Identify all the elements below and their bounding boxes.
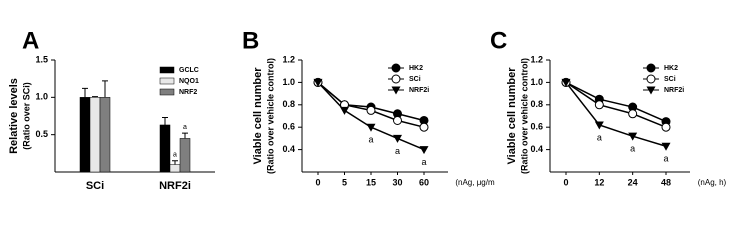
bar <box>159 124 171 173</box>
marker <box>628 132 638 141</box>
panel: B Viable cell number (Ratio over vehicle c… <box>242 27 495 187</box>
panel-letter: B <box>242 27 259 54</box>
bar <box>99 97 111 173</box>
legend-swatch <box>159 66 175 74</box>
series-line <box>565 81 667 123</box>
y-tick-label: 1.2 <box>530 54 543 64</box>
y-tick-label: 0.8 <box>530 99 543 109</box>
figure: A Relative levels (Ratio over SCi) 0.5 1.0 1.… <box>8 27 727 192</box>
x-tick-label: 5 <box>342 177 347 187</box>
x-tick-label: 24 <box>628 177 638 187</box>
error-bar <box>182 132 188 139</box>
panel-letter: C <box>490 27 507 54</box>
bar <box>169 164 181 173</box>
x-tick-label: 60 <box>419 177 429 187</box>
marker <box>393 115 402 125</box>
y-axis-label: (Ratio over vehicle control) <box>519 58 529 174</box>
bar <box>79 97 91 173</box>
legend-swatch <box>159 88 175 96</box>
x-tick-label: 30 <box>392 177 402 187</box>
y-tick-label: 0.6 <box>530 122 543 132</box>
marker <box>366 105 376 115</box>
point-label: a <box>630 144 635 154</box>
x-tick-label: 48 <box>661 177 671 187</box>
y-tick-label: 1.0 <box>35 92 48 102</box>
legend-marker <box>646 86 656 95</box>
y-axis-label: Viable cell number <box>252 67 264 165</box>
marker <box>628 109 638 119</box>
marker <box>594 100 604 110</box>
legend-label: SCi <box>664 76 676 83</box>
legend-label: HK2 <box>409 65 423 72</box>
legend-marker <box>391 74 401 84</box>
legend-label: NRF2i <box>409 87 429 94</box>
y-tick-label: 0.6 <box>282 122 295 132</box>
legend-label: NRF2 <box>179 89 197 96</box>
y-tick-label: 1.5 <box>35 54 48 64</box>
x-axis-label: (nAg, μg/m <box>455 178 495 187</box>
series-line <box>565 81 667 147</box>
y-axis-label: (Ratio over vehicle control) <box>265 58 275 174</box>
marker <box>419 122 429 132</box>
x-tick-label: 0 <box>563 177 568 187</box>
error-bar <box>92 96 98 98</box>
point-label: a <box>421 157 426 167</box>
y-tick-label: 1.2 <box>282 54 295 64</box>
y-axis-label: Viable cell number <box>506 67 518 165</box>
legend-label: SCi <box>409 76 421 83</box>
error-bar <box>102 80 108 98</box>
marker <box>393 134 402 143</box>
y-tick-label: 0.4 <box>530 144 543 154</box>
legend-marker <box>646 74 656 84</box>
x-tick-label: 0 <box>315 177 320 187</box>
x-axis-label: (nAg, h) <box>698 178 727 187</box>
panel-letter: A <box>22 27 39 54</box>
bar <box>89 97 101 173</box>
legend-label: NQO1 <box>179 78 199 85</box>
legend-label: GCLC <box>179 67 199 74</box>
marker <box>419 146 429 155</box>
legend-marker <box>391 63 401 73</box>
y-tick-label: 1.0 <box>530 77 543 87</box>
series-line <box>565 81 667 128</box>
point-label: a <box>368 135 373 145</box>
point-label: a <box>395 146 400 156</box>
marker <box>561 78 571 87</box>
marker <box>366 123 376 132</box>
y-axis-label: Relative levels <box>8 78 20 154</box>
panel: C Viable cell number (Ratio over vehicle c… <box>490 27 727 187</box>
error-bar <box>162 116 168 125</box>
error-bar <box>82 87 88 98</box>
bar <box>179 138 191 173</box>
y-axis-label: (Ratio over SCi) <box>21 82 31 150</box>
marker <box>594 121 604 130</box>
point-label: a <box>183 124 187 131</box>
y-tick-label: 0.5 <box>35 129 48 139</box>
x-tick-label: SCi <box>86 180 104 192</box>
legend-marker <box>646 63 656 73</box>
error-bar <box>172 160 178 165</box>
legend-swatch <box>159 77 175 85</box>
legend-label: HK2 <box>664 65 678 72</box>
marker <box>661 142 671 151</box>
x-tick-label: 15 <box>366 177 376 187</box>
y-tick-label: 0.4 <box>282 144 295 154</box>
panel: A Relative levels (Ratio over SCi) 0.5 1.0 1.… <box>8 27 215 192</box>
marker <box>313 78 323 87</box>
legend-label: NRF2i <box>664 87 684 94</box>
x-tick-label: 12 <box>594 177 604 187</box>
marker <box>340 106 349 115</box>
legend-marker <box>391 86 401 95</box>
y-tick-label: 1.0 <box>282 77 295 87</box>
point-label: a <box>173 152 177 159</box>
point-label: a <box>663 154 668 164</box>
y-tick-label: 0.8 <box>282 99 295 109</box>
x-tick-label: NRF2i <box>159 180 191 192</box>
point-label: a <box>597 132 602 142</box>
marker <box>661 122 671 132</box>
